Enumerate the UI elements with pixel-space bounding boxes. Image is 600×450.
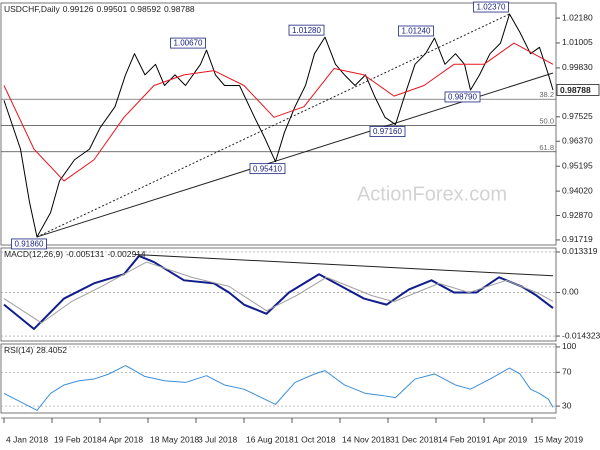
panel-frame: [0, 2, 557, 246]
annotation-box: [170, 37, 206, 49]
annotation-box: [369, 126, 406, 137]
header-title: MACD(12,26,9): [4, 249, 63, 259]
level-label: 50.0: [539, 116, 554, 125]
panel-header: RSI(14) 28.4052: [4, 345, 67, 355]
annotation-label: 1.01240: [402, 27, 431, 36]
x-tick-label: 1 Apr 2019: [486, 434, 527, 444]
annotation-label: 0.95410: [253, 164, 282, 173]
y-tick-label: -0.014323: [562, 330, 600, 340]
last-price-label: 0.98788: [560, 85, 591, 95]
series-line: [3, 42, 554, 182]
panel-header: USDCHF,Daily 0.99126 0.99501 0.98592 0.98788: [4, 4, 195, 14]
panel-header: MACD(12,26,9) -0.005131 -0.002914: [4, 249, 146, 259]
trendline: [36, 13, 510, 238]
y-tick-label: 0.94020: [562, 185, 593, 195]
last-price-box: [556, 84, 600, 96]
header-value: 28.4052: [36, 345, 67, 355]
level-label: 61.8: [539, 143, 554, 152]
y-tick-label: 100: [562, 341, 576, 351]
annotation-box: [11, 238, 47, 250]
annotation-label: 0.98790: [448, 93, 477, 102]
y-tick-label: 1.01005: [562, 37, 593, 47]
annotation-label: 0.91860: [15, 240, 44, 249]
header-value: -0.002914: [107, 249, 146, 259]
x-tick-label: 18 May 2018: [150, 434, 199, 444]
level-label: 38.2: [539, 90, 554, 99]
x-tick-label: 14 Nov 2018: [342, 434, 390, 444]
x-tick-label: 1 Oct 2018: [294, 434, 336, 444]
annotation-label: 1.02370: [477, 3, 506, 12]
panel-frame: [0, 247, 557, 342]
series-line: [3, 365, 554, 411]
header-value: 0.99501: [96, 4, 127, 14]
trendline: [134, 253, 554, 277]
x-tick-label: 31 Dec 2018: [390, 434, 438, 444]
series-line: [3, 13, 554, 238]
series-line: [3, 261, 554, 324]
header-value: 0.98592: [130, 4, 161, 14]
y-tick-label: 0.013319: [562, 246, 598, 256]
x-tick-label: 4 Apr 2018: [102, 434, 143, 444]
y-tick-label: 0.00: [562, 287, 579, 297]
panel-frame: [0, 343, 557, 414]
watermark: ActionForex.com: [357, 183, 507, 205]
header-value: -0.005131: [66, 249, 105, 259]
annotation-label: 1.00670: [174, 39, 203, 48]
y-tick-label: 0.92870: [562, 210, 593, 220]
annotation-box: [398, 25, 434, 37]
x-tick-label: 4 Jan 2018: [6, 434, 48, 444]
annotation-box: [444, 91, 481, 103]
annotation-label: 1.01280: [292, 26, 321, 35]
header-title: USDCHF,Daily: [4, 4, 60, 14]
y-tick-label: 0.99830: [562, 62, 593, 72]
x-tick-label: 14 Feb 2019: [438, 434, 486, 444]
y-tick-label: 0.91719: [562, 234, 593, 244]
x-tick-label: 15 May 2019: [534, 434, 583, 444]
annotation-box: [473, 1, 509, 13]
y-tick-label: 1.02180: [562, 12, 593, 22]
y-tick-label: 70: [562, 367, 572, 377]
y-tick-label: 30: [562, 400, 572, 410]
header-value: 0.98788: [164, 4, 195, 14]
y-tick-label: 0.97525: [562, 111, 593, 121]
x-tick-label: 3 Jul 2018: [198, 434, 237, 444]
header-title: RSI(14): [4, 345, 33, 355]
y-tick-label: 0.96370: [562, 136, 593, 146]
header-value: 0.99126: [63, 4, 94, 14]
y-tick-label: 0.95195: [562, 160, 593, 170]
annotation-box: [249, 163, 286, 175]
annotation-label: 0.97160: [373, 127, 402, 136]
annotation-box: [288, 24, 325, 36]
x-tick-label: 19 Feb 2018: [54, 434, 102, 444]
x-tick-label: 16 Aug 2018: [246, 434, 294, 444]
